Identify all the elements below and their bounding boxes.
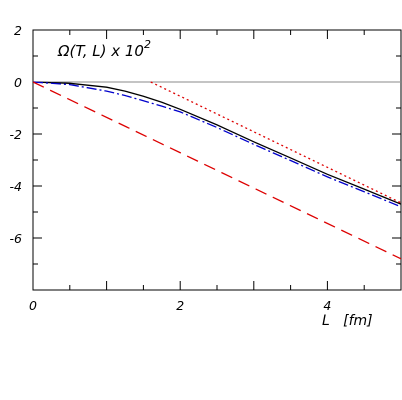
series-line-dash-dot bbox=[33, 81, 401, 208]
tick-marks bbox=[32, 29, 402, 291]
y-tick-label: 0 bbox=[14, 75, 22, 90]
series-line-solid bbox=[33, 81, 401, 205]
y-tick-label: -2 bbox=[10, 127, 23, 142]
y-tick-label: -6 bbox=[10, 231, 23, 246]
x-tick-label: 0 bbox=[29, 298, 37, 313]
tick-labels: 0 2 4 2 0 -2 -4 -6 bbox=[10, 23, 332, 313]
series-layer bbox=[33, 81, 401, 260]
y-tick-label: 2 bbox=[14, 23, 22, 38]
series-line-dotted bbox=[150, 81, 401, 204]
chart-title-superscript: 2 bbox=[144, 38, 151, 51]
x-tick-label: 2 bbox=[176, 298, 184, 313]
chart-title: Ω(T, L) x 102 bbox=[57, 38, 151, 60]
x-axis-label: L [fm] bbox=[322, 313, 373, 329]
x-tick-label: 4 bbox=[323, 298, 331, 313]
series-line-dashed bbox=[33, 81, 401, 260]
plot-frame bbox=[32, 29, 402, 291]
y-tick-label: -4 bbox=[10, 179, 23, 194]
